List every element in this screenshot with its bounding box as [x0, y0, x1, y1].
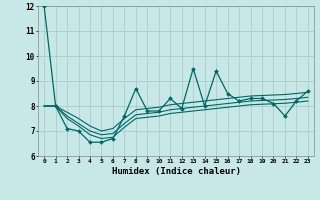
X-axis label: Humidex (Indice chaleur): Humidex (Indice chaleur) [111, 167, 241, 176]
